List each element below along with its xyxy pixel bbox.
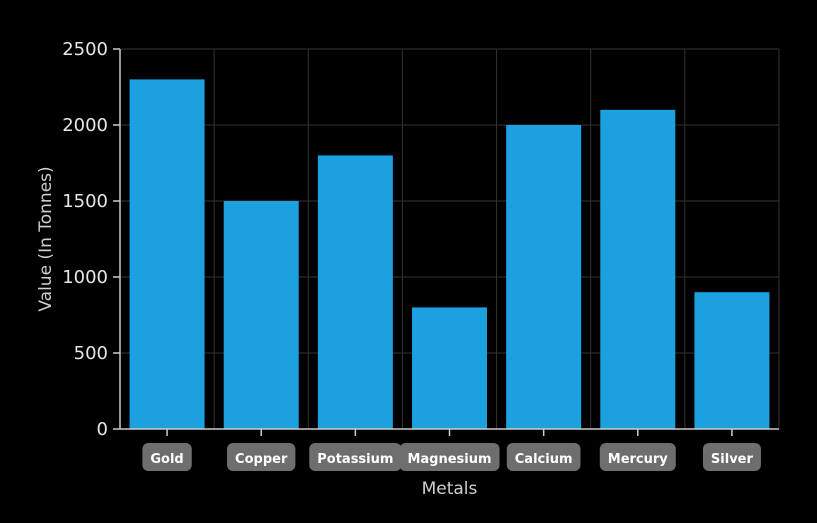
x-category-pill [599,443,676,471]
x-category-pill [142,443,192,471]
bar-mercury [600,109,676,430]
y-tick-label: 2000 [62,115,108,136]
x-category-pill [309,443,402,471]
x-category-pill [399,443,500,471]
bars [129,79,770,430]
x-category-text: Magnesium [407,452,491,467]
y-tick-label: 2500 [62,39,108,60]
x-category-text: Silver [711,452,754,467]
bar-calcium [506,125,582,429]
x-category-label-silver: Silver [702,443,761,471]
x-category-labels: Gold Copper Potassium Magnesium Calcium Mercu… [142,443,761,471]
x-category-text: Mercury [608,452,669,467]
y-tick-label: 1000 [62,267,108,288]
x-category-text: Gold [150,452,183,467]
x-category-label-magnesium: Magnesium [399,443,500,471]
bar-gold [129,79,205,430]
bar-potassium [317,155,393,429]
x-category-text: Potassium [317,452,393,467]
x-axis-title: Metals [422,479,478,499]
x-category-label-gold: Gold [142,443,192,471]
x-category-text: Copper [235,452,288,467]
x-category-pill [227,443,296,471]
bar-copper [223,201,299,429]
x-category-label-calcium: Calcium [506,443,581,471]
x-category-label-copper: Copper [227,443,296,471]
x-category-label-potassium: Potassium [309,443,402,471]
x-category-label-mercury: Mercury [599,443,676,471]
y-tick-label: 500 [74,343,108,364]
x-category-text: Calcium [515,452,573,467]
axes [113,48,779,436]
x-category-pill [506,443,581,471]
y-axis-title: Value (In Tonnes) [36,166,56,311]
bar-magnesium [412,307,487,429]
y-tick-labels: 0 500 1000 1500 2000 2500 [62,39,108,440]
y-tick-label: 1500 [62,191,108,212]
y-tick-label: 0 [97,419,108,440]
bar-silver [694,292,770,429]
x-category-pill [702,443,761,471]
